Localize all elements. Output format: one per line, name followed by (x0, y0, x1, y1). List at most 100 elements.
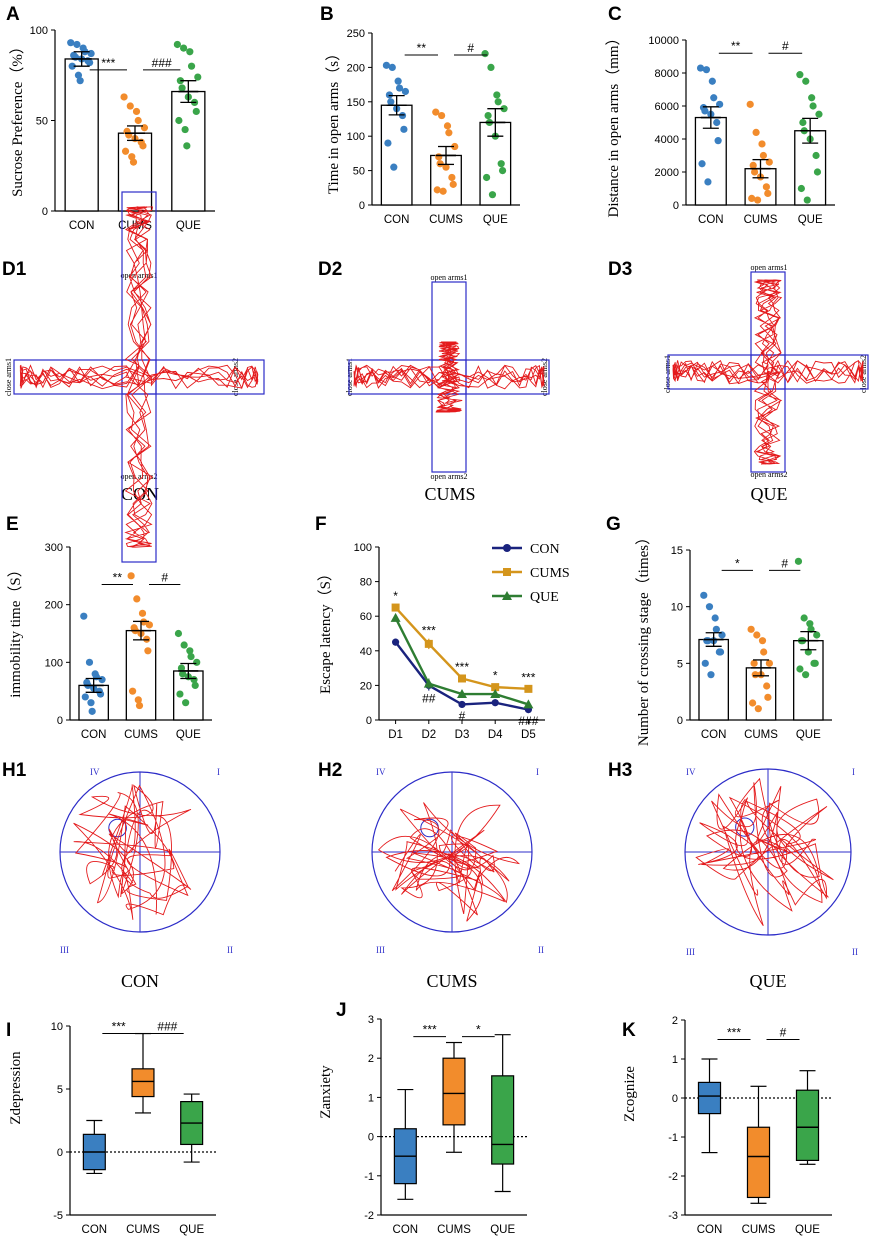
chart-G-xlabel-0: CON (701, 729, 727, 741)
chart-C-ytick-label-2: 4000 (655, 134, 679, 146)
ylabel-G: Number of crossing stage（times） (635, 530, 652, 746)
chart-E-point-2-1 (180, 641, 188, 649)
chart-B-ytick-label-5: 250 (347, 28, 365, 40)
chart-C-xlabel-2: QUE (798, 214, 823, 226)
chart-G-point-1-3 (760, 648, 768, 656)
chart-C: 0 2000 4000 6000 8000 10000 CON CUMS QUE ** # (648, 35, 835, 226)
maze-con-close-right: close arms2 (231, 358, 240, 396)
chart-C-sig-label-0: ** (731, 39, 741, 53)
chart-E-xlabel-2: QUE (176, 729, 201, 741)
chart-G-ytick-label-2: 10 (671, 602, 683, 614)
chart-E-sig-label-1: # (161, 570, 168, 584)
chart-A-point-0-9 (86, 58, 94, 67)
ylabel-C: Distance in open arms（mm） (605, 30, 622, 217)
chart-G-ytick-label-0: 0 (677, 715, 683, 727)
chart-B-point-0-9 (400, 125, 408, 133)
panel-label-C: C (608, 4, 622, 25)
chart-B-point-1-6 (436, 160, 444, 168)
chart-G-point-1-5 (750, 659, 758, 667)
water-que-quad-iii: III (686, 947, 695, 957)
panel-label-I: I (6, 1020, 11, 1041)
chart-A-point-2-6 (178, 84, 186, 92)
chart-B-point-2-1 (487, 63, 495, 71)
chart-I-sig-label-0: *** (112, 1020, 126, 1034)
chart-G-ytick-label-1: 5 (677, 658, 683, 670)
chart-E-point-0-4 (98, 676, 106, 684)
chart-K-box-2 (795, 1089, 820, 1161)
chart-I-ytick-label-0: -5 (53, 1210, 63, 1222)
chart-A-ytick-label-2: 100 (30, 25, 48, 37)
chart-I-xlabel-0: CON (82, 1224, 108, 1236)
chart-E-point-2-0 (174, 629, 183, 638)
panel-label-H1: H1 (2, 760, 27, 781)
chart-B-ytick-label-1: 50 (353, 166, 365, 178)
chart-I-box-1 (131, 1068, 155, 1098)
chart-F-point-0-0 (392, 638, 400, 646)
chart-G-point-2-9 (811, 659, 819, 667)
chart-C-point-0-1 (702, 66, 711, 74)
chart-E-point-1-4 (145, 621, 153, 629)
chart-F-sig-top-4: *** (521, 670, 535, 684)
chart-E-point-0-9 (96, 690, 105, 698)
water-0-platform (108, 818, 127, 838)
chart-C-point-2-4 (815, 110, 823, 118)
chart-G-point-0-10 (701, 659, 709, 667)
chart-G-point-2-4 (813, 631, 821, 639)
chart-F-point-2-0 (390, 612, 401, 622)
chart-B-point-1-7 (442, 163, 450, 171)
maze-que-open-top: open arms1 (750, 263, 787, 272)
chart-F-point-0-2 (458, 700, 466, 709)
chart-I: -5 0 5 10 CON CUMS QUE *** ### (51, 1020, 216, 1236)
chart-A-bar-2 (171, 90, 206, 212)
chart-K-xlabel-1: CUMS (742, 1224, 776, 1236)
chart-F-sig-top-1: *** (422, 624, 436, 638)
chart-C-point-0-8 (713, 118, 721, 127)
chart-J-box-1 (442, 1057, 466, 1126)
chart-B-point-1-4 (451, 142, 459, 151)
chart-A-point-1-0 (120, 93, 128, 101)
panel-label-A: A (6, 4, 20, 25)
panel-label-J: J (336, 1000, 347, 1021)
chart-K-ytick-label-0: -3 (668, 1210, 678, 1222)
chart-K: -3 -2 -1 0 1 2 CON CUMS QUE *** # (668, 1015, 832, 1236)
chart-B-point-1-5 (435, 153, 443, 161)
chart-G-point-1-1 (753, 631, 761, 639)
chart-F-ytick-label-3: 60 (360, 611, 372, 623)
chart-A-point-1-12 (129, 158, 138, 166)
water-1-track (377, 802, 521, 922)
chart-E-point-1-12 (135, 701, 144, 710)
chart-G-point-0-1 (705, 603, 714, 611)
chart-C-ytick-label-4: 8000 (655, 68, 679, 80)
chart-E-point-1-9 (144, 647, 152, 655)
chart-B-point-0-5 (385, 91, 394, 99)
chart-C-point-2-0 (796, 71, 804, 79)
chart-K-ytick-label-2: -1 (668, 1132, 678, 1144)
chart-F-ytick-label-0: 0 (366, 715, 372, 727)
chart-C-point-1-8 (762, 183, 770, 191)
chart-F-sig-top-2: *** (455, 660, 469, 674)
chart-G-point-1-0 (747, 625, 755, 633)
maze-con-open-bottom: open arms2 (120, 472, 157, 481)
chart-A-point-2-0 (173, 40, 181, 49)
chart-F: 0 20 40 60 80 100 D1 * D2 *** ## D3 *** # D4 * D5 *** ### (354, 542, 545, 741)
chart-G: 0 5 10 15 CON CUMS QUE * # (671, 545, 832, 741)
chart-F-sig-bottom-4: ### (518, 714, 538, 728)
water-caption-cums: CUMS (426, 971, 477, 991)
chart-F-ytick-label-2: 40 (360, 646, 372, 658)
water-caption-con: CON (121, 971, 159, 991)
chart-A-point-0-11 (74, 71, 83, 79)
chart-A-point-2-11 (181, 125, 189, 134)
maze-cums-open-top: open arms1 (430, 273, 467, 282)
chart-I-ytick-label-1: 0 (57, 1147, 63, 1159)
chart-F-ytick-label-4: 80 (360, 577, 372, 589)
water-que-quad-ii: II (852, 947, 858, 957)
water-con-quad-iii: III (60, 945, 69, 955)
chart-B-point-0-1 (388, 63, 396, 71)
chart-A-point-2-3 (187, 62, 196, 70)
chart-B-bar-0 (380, 104, 413, 206)
chart-J-box-2 (491, 1075, 515, 1165)
legend-con-marker (503, 544, 511, 552)
maze-0-close-arm-right (155, 359, 265, 395)
